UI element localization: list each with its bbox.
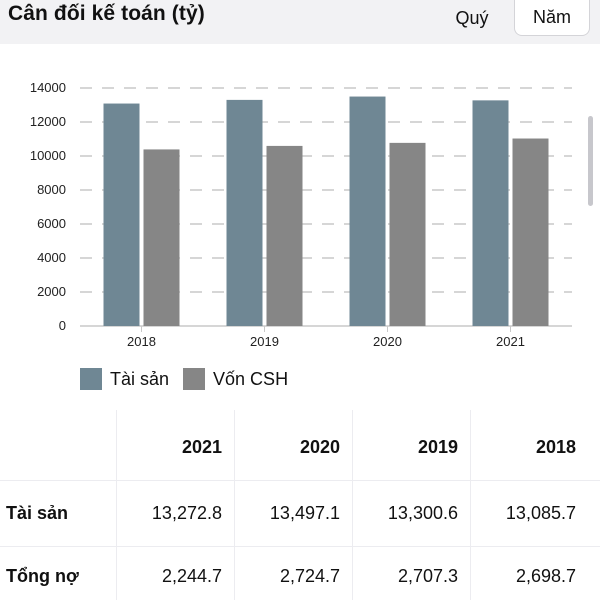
y-tick-label: 14000 [30, 80, 66, 95]
table-header-row: 2021 2020 2019 2018 [0, 414, 600, 480]
bar-assets [103, 103, 140, 327]
legend-label-assets: Tài sản [110, 368, 170, 389]
y-tick-label: 4000 [37, 250, 66, 265]
tab-year[interactable]: Năm [514, 0, 590, 36]
row-label: Tổng nợ [6, 565, 79, 586]
bar-assets [349, 96, 386, 326]
table-header-cell [0, 414, 116, 480]
table-cell: 13,272.8 [151, 502, 222, 523]
legend-item-equity[interactable]: Vốn CSH [183, 368, 288, 390]
balance-sheet-chart: 0 2000 4000 6000 8000 10000 12000 14000 2018 2019… [0, 44, 600, 410]
y-tick-label: 2000 [37, 284, 66, 299]
table-cell: 2,698.7 [515, 565, 576, 586]
table-cell: 13,497.1 [269, 502, 340, 523]
table-cell: 13,085.7 [505, 502, 576, 523]
table-divider [470, 410, 471, 600]
table-header-cell: 2019 [417, 436, 458, 457]
table-divider [116, 410, 117, 600]
table-cell: 2,244.7 [161, 565, 222, 586]
y-tick-label: 12000 [30, 114, 66, 129]
x-tick-label: 2020 [373, 334, 402, 349]
balance-table: 2021 2020 2019 2018 Tài sản 13,272.8 13,… [0, 410, 600, 600]
scrollbar[interactable] [588, 116, 593, 206]
y-tick-label: 0 [59, 318, 66, 333]
table-cell: 2,724.7 [279, 565, 340, 586]
y-tick-label: 6000 [37, 216, 66, 231]
y-tick-label: 10000 [30, 148, 66, 163]
legend-item-assets[interactable]: Tài sản [80, 368, 169, 390]
header: Cân đối kế toán (tỷ) Quý Năm [0, 0, 600, 44]
bar-assets [226, 99, 263, 326]
table-row: Tổng nợ 2,244.7 2,724.7 2,707.3 2,698.7 [0, 546, 600, 600]
table-header-cell: 2021 [181, 436, 222, 457]
bar-assets [472, 100, 509, 326]
table-divider [234, 410, 235, 600]
legend-swatch-equity [183, 368, 206, 390]
chart-legend: Tài sản Vốn CSH [80, 368, 302, 390]
table-divider [0, 480, 600, 481]
y-tick-label: 8000 [37, 182, 66, 197]
table-header-cell: 2018 [535, 436, 576, 457]
bar-equity [512, 138, 549, 326]
table-divider [352, 410, 353, 600]
page-title: Cân đối kế toán (tỷ) [8, 2, 205, 25]
table-divider [0, 546, 600, 547]
legend-label-equity: Vốn CSH [213, 368, 289, 389]
tab-quarter[interactable]: Quý [455, 7, 489, 28]
bar-equity [143, 149, 180, 326]
table-header-cell: 2020 [299, 436, 340, 457]
row-label: Tài sản [6, 502, 69, 523]
bar-equity [266, 145, 303, 326]
x-tick-label: 2021 [496, 334, 525, 349]
table-cell: 13,300.6 [387, 502, 458, 523]
chart-svg: 0 2000 4000 6000 8000 10000 12000 14000 2018 2019… [30, 80, 572, 349]
table-cell: 2,707.3 [397, 565, 458, 586]
legend-swatch-assets [80, 368, 102, 390]
x-tick-label: 2019 [250, 334, 279, 349]
table-row: Tài sản 13,272.8 13,497.1 13,300.6 13,08… [0, 480, 600, 546]
x-tick-label: 2018 [127, 334, 156, 349]
bar-equity [389, 142, 426, 326]
